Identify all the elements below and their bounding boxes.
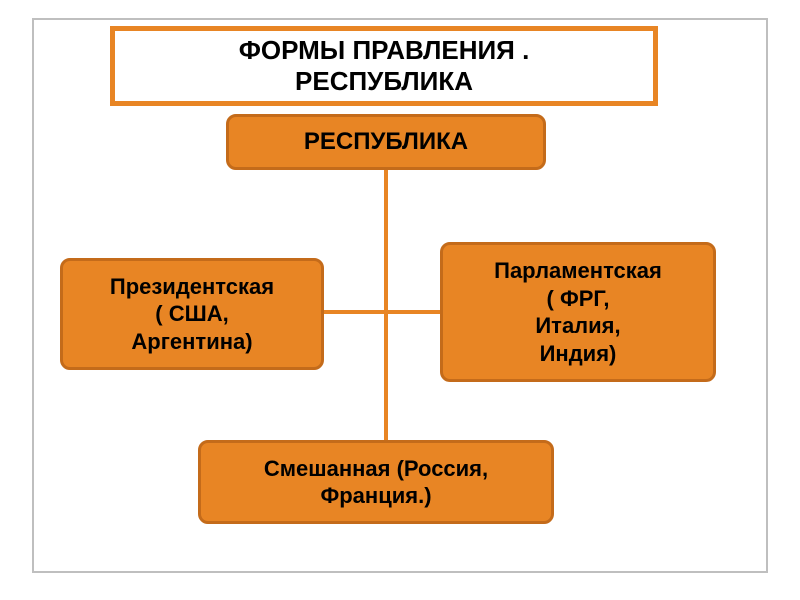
node-presidential: Президентская( США,Аргентина) <box>60 258 324 370</box>
diagram-title-text: ФОРМЫ ПРАВЛЕНИЯ .РЕСПУБЛИКА <box>239 35 530 97</box>
node-republic-root: РЕСПУБЛИКА <box>226 114 546 170</box>
node-republic-root-label: РЕСПУБЛИКА <box>304 127 468 157</box>
node-mixed-label: Смешанная (Россия,Франция.) <box>264 455 488 510</box>
diagram-title: ФОРМЫ ПРАВЛЕНИЯ .РЕСПУБЛИКА <box>110 26 658 106</box>
node-parliamentary-label: Парламентская( ФРГ,Италия,Индия) <box>494 257 662 367</box>
node-mixed: Смешанная (Россия,Франция.) <box>198 440 554 524</box>
node-parliamentary: Парламентская( ФРГ,Италия,Индия) <box>440 242 716 382</box>
node-presidential-label: Президентская( США,Аргентина) <box>110 273 274 356</box>
